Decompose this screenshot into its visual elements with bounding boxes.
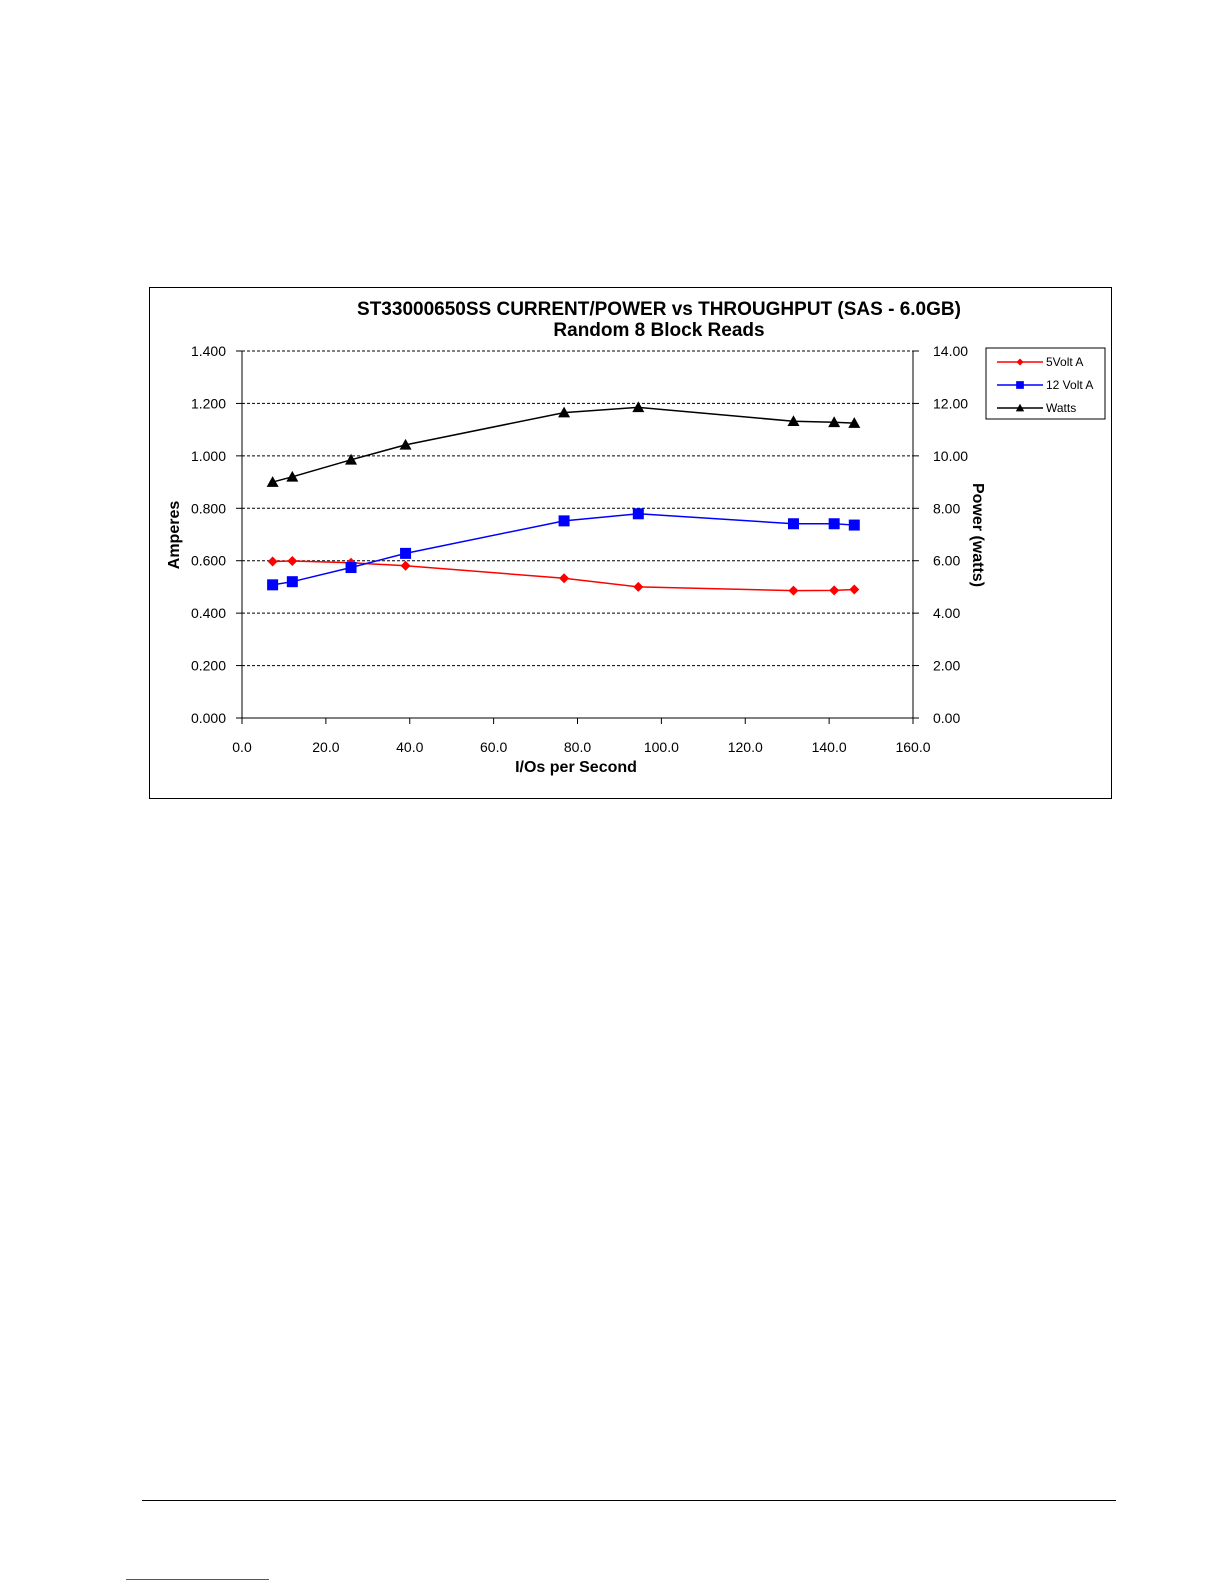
chart-svg: ST33000650SS CURRENT/POWER vs THROUGHPUT… — [166, 299, 1106, 776]
data-point-5volt-a-6 — [788, 585, 799, 596]
data-point-watts-7 — [828, 416, 841, 428]
data-point-5volt-a-7 — [829, 585, 840, 596]
y-tick-label: 0.000 — [191, 710, 226, 726]
legend-box — [985, 347, 1106, 420]
data-point-5volt-a-5 — [633, 581, 644, 592]
data-point-12-volt-a-8 — [848, 519, 860, 531]
y-axis-title-right: Power (watts) — [969, 483, 986, 587]
legend-label-5volt-a: 5Volt A — [1046, 355, 1083, 369]
data-point-5volt-a-4 — [559, 573, 570, 584]
x-axis-title: I/Os per Second — [515, 759, 637, 776]
legend-marker-watts — [1015, 403, 1025, 412]
chart-title: ST33000650SS CURRENT/POWER vs THROUGHPUT… — [357, 299, 961, 320]
tick-labels: 0.000 0.00 0.200 2.00 0.400 4.00 0.600 6.00 0.80… — [191, 343, 968, 755]
data-point-5volt-a-1 — [287, 555, 298, 566]
data-point-12-volt-a-2 — [345, 562, 357, 574]
data-point-12-volt-a-5 — [632, 508, 644, 520]
y2-tick-label: 14.00 — [933, 343, 968, 359]
data-point-12-volt-a-6 — [787, 518, 799, 530]
x-tick-label: 20.0 — [312, 739, 339, 755]
data-point-watts-4 — [558, 406, 571, 418]
x-tick-label: 80.0 — [564, 739, 591, 755]
y-tick-label: 0.400 — [191, 605, 226, 621]
legend-marker-5volt-a — [1016, 358, 1024, 366]
y-tick-label: 1.400 — [191, 343, 226, 359]
data-point-5volt-a-3 — [400, 560, 411, 571]
y2-tick-label: 12.00 — [933, 395, 968, 411]
data-point-12-volt-a-0 — [267, 579, 279, 591]
x-tick-label: 100.0 — [644, 739, 679, 755]
data-point-watts-5 — [632, 401, 645, 413]
y2-tick-label: 8.00 — [933, 500, 960, 516]
data-point-watts-2 — [345, 453, 358, 465]
chart-subtitle: Random 8 Block Reads — [553, 320, 764, 341]
bottom-link-underline — [126, 1579, 269, 1580]
y-tick-label: 0.800 — [191, 500, 226, 516]
data-point-watts-1 — [286, 470, 299, 482]
chart-frame: ST33000650SS CURRENT/POWER vs THROUGHPUT… — [149, 287, 1112, 799]
data-series — [266, 401, 861, 596]
data-point-5volt-a-8 — [849, 584, 860, 595]
gridlines — [242, 350, 913, 667]
legend: 5Volt A 12 Volt A Watts — [985, 347, 1106, 420]
y-tick-label: 0.200 — [191, 658, 226, 674]
y2-tick-label: 6.00 — [933, 553, 960, 569]
data-point-watts-8 — [848, 417, 861, 428]
footer-rule — [142, 1500, 1116, 1501]
series-line-watts — [272, 406, 855, 483]
y2-tick-label: 0.00 — [933, 710, 960, 726]
x-tick-label: 160.0 — [895, 739, 930, 755]
x-tick-label: 0.0 — [232, 739, 252, 755]
data-point-12-volt-a-7 — [828, 518, 840, 530]
data-point-12-volt-a-4 — [558, 515, 570, 527]
y-tick-label: 1.000 — [191, 448, 226, 464]
y-tick-label: 0.600 — [191, 553, 226, 569]
x-tick-label: 60.0 — [480, 739, 507, 755]
data-point-5volt-a-0 — [267, 556, 278, 567]
legend-label-12-volt-a: 12 Volt A — [1046, 378, 1093, 392]
data-point-12-volt-a-1 — [286, 576, 298, 588]
y-tick-label: 1.200 — [191, 395, 226, 411]
legend-label-watts: Watts — [1046, 401, 1076, 415]
y2-tick-label: 4.00 — [933, 605, 960, 621]
legend-marker-12-volt-a — [1016, 381, 1024, 389]
y2-tick-label: 10.00 — [933, 448, 968, 464]
data-point-watts-0 — [266, 476, 279, 487]
data-point-watts-6 — [787, 415, 800, 427]
x-tick-label: 40.0 — [396, 739, 423, 755]
y-axis-title-left: Amperes — [166, 501, 183, 570]
x-tick-label: 140.0 — [812, 739, 847, 755]
y2-tick-label: 2.00 — [933, 658, 960, 674]
axes — [236, 350, 919, 724]
data-point-watts-3 — [399, 438, 412, 450]
data-point-12-volt-a-3 — [400, 547, 412, 559]
x-tick-label: 120.0 — [728, 739, 763, 755]
